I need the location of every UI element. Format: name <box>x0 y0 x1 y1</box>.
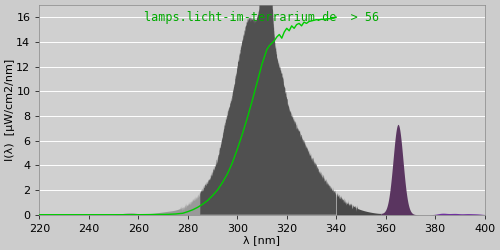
Text: lamps.licht-im-terrarium.de  > 56: lamps.licht-im-terrarium.de > 56 <box>144 11 380 24</box>
Y-axis label: I(λ)  [μW/cm2/nm]: I(λ) [μW/cm2/nm] <box>5 59 15 161</box>
X-axis label: λ [nm]: λ [nm] <box>244 235 281 245</box>
